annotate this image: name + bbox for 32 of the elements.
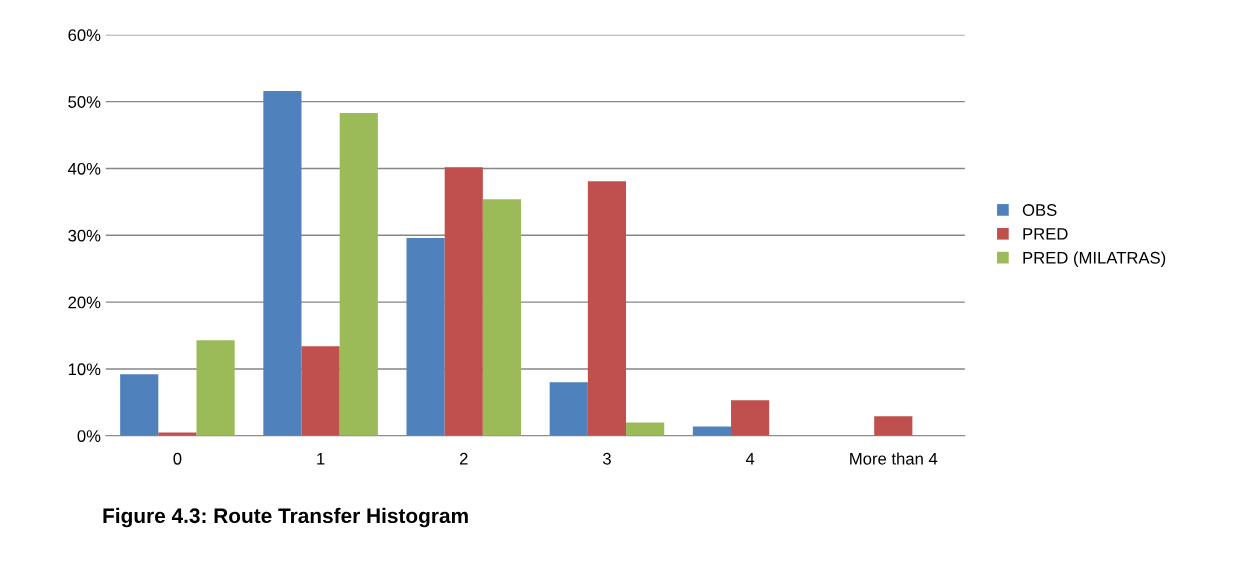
bar	[444, 167, 483, 436]
x-tick-label: 2	[459, 452, 468, 465]
x-tick-label: 4	[745, 453, 755, 465]
bar	[158, 432, 197, 436]
bar	[587, 181, 627, 436]
y-tick-label: 50%	[68, 96, 101, 108]
bar	[301, 346, 340, 436]
legend-label: PRED	[1023, 228, 1068, 240]
bar	[339, 113, 378, 436]
x-tick-label: More than 4	[850, 452, 938, 465]
bar	[263, 90, 302, 436]
legend-label: OBS	[1022, 204, 1057, 216]
bar	[874, 416, 913, 436]
bar	[626, 422, 665, 436]
bar	[120, 374, 159, 436]
y-tick-label: 40%	[67, 162, 101, 175]
bar	[406, 237, 445, 436]
legend-label: PRED (MILATRAS)	[1023, 251, 1166, 267]
text: Figure 4.3: Route Transfer Histogram	[103, 507, 468, 528]
bar	[731, 400, 770, 436]
bar	[549, 382, 588, 436]
bar	[196, 340, 235, 436]
x-tick-label: 3	[602, 452, 611, 465]
y-tick-label: 0%	[77, 430, 101, 442]
y-tick-label: 10%	[68, 363, 101, 376]
x-tick-label: 1	[317, 453, 325, 465]
x-tick-label: 0	[173, 452, 182, 465]
y-tick-label: 60%	[68, 29, 101, 42]
y-tick-label: 30%	[68, 229, 101, 242]
bar	[482, 199, 522, 436]
bar	[692, 426, 732, 436]
y-tick-label: 20%	[68, 296, 101, 309]
